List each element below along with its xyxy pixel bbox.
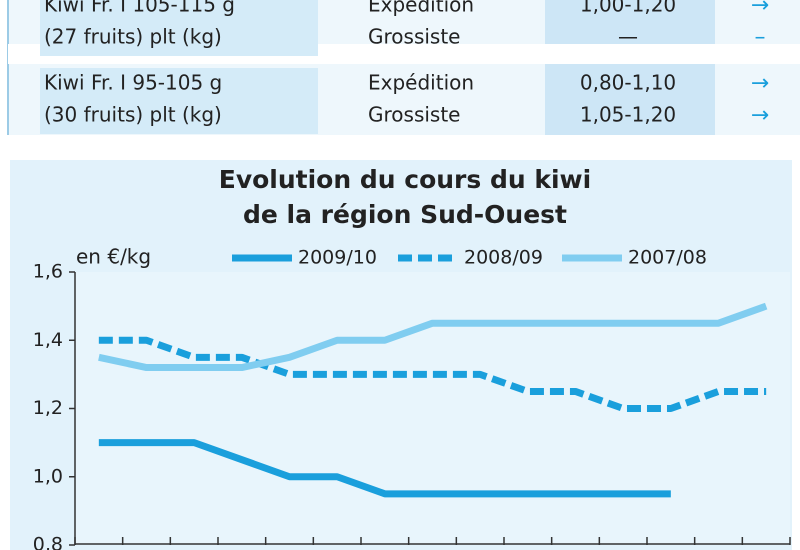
- stage: Grossiste: [368, 25, 460, 49]
- product: (27 fruits) plt (kg): [44, 25, 222, 49]
- product: Kiwi Fr. I 105-115 g: [44, 0, 235, 17]
- price-column: [545, 0, 715, 135]
- product-cell: [40, 0, 318, 56]
- stage: Grossiste: [368, 103, 460, 127]
- y-tick-label: 1,4: [33, 329, 63, 351]
- y-tick-label: 0,8: [33, 534, 63, 550]
- series-line: [98, 336, 767, 412]
- series-line: [98, 439, 671, 498]
- product: (30 fruits) plt (kg): [44, 103, 222, 127]
- chart-title: de la région Sud-Ouest: [243, 200, 567, 229]
- trend: –: [755, 25, 766, 50]
- y-tick-label: 1,6: [33, 261, 63, 283]
- chart-title: Evolution du cours du kiwi: [219, 165, 591, 194]
- stage: Expédition: [368, 0, 474, 17]
- trend: →: [751, 0, 769, 18]
- stage: Expédition: [368, 71, 474, 95]
- price: —: [618, 25, 638, 49]
- y-tick-label: 1,0: [33, 465, 63, 487]
- legend-label: 2007/08: [628, 247, 707, 269]
- product: Kiwi Fr. I 95-105 g: [44, 71, 222, 95]
- legend-label: 2008/09: [464, 247, 543, 269]
- price: 1,00-1,20: [580, 0, 676, 17]
- price: 0,80-1,10: [580, 71, 676, 95]
- trend: →: [751, 103, 769, 128]
- trend: →: [751, 71, 769, 96]
- y-axis-label: en €/kg: [76, 245, 151, 269]
- plot-area: [75, 272, 790, 545]
- product-cell: [40, 68, 318, 134]
- price: 1,05-1,20: [580, 103, 676, 127]
- y-tick-label: 1,2: [33, 397, 63, 419]
- series-line: [98, 302, 768, 372]
- legend-label: 2009/10: [298, 247, 377, 269]
